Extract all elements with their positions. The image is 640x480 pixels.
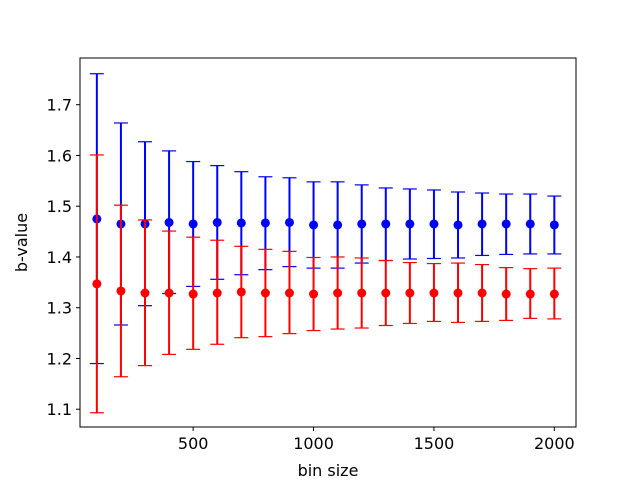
data-point [236,287,246,297]
data-point [284,217,294,227]
data-point [140,288,150,298]
x-axis-label: bin size [298,461,359,480]
y-tick-label: 1.6 [47,146,72,165]
data-point [188,219,198,229]
data-point [333,220,343,230]
data-point [357,288,367,298]
x-tick-label: 2000 [534,434,575,453]
data-point [164,217,174,227]
data-point [333,288,343,298]
data-point [381,219,391,229]
data-point [284,288,294,298]
series-1 [89,73,562,365]
data-point [525,219,535,229]
data-point [92,279,102,289]
data-point [260,218,270,228]
y-tick-label: 1.4 [47,248,72,267]
data-point [453,288,463,298]
series-2 [89,154,562,414]
data-point [477,288,487,298]
x-tick-label: 1500 [414,434,455,453]
data-point [453,220,463,230]
y-axis-ticks: 1.1 1.2 1.3 1.4 1.5 1.6 1.7 [47,96,80,419]
y-tick-label: 1.7 [47,96,72,115]
data-point [549,289,559,299]
x-tick-label: 500 [178,434,209,453]
data-point [525,289,535,299]
axes-frame [79,57,577,428]
data-point [501,289,511,299]
data-point [309,220,319,230]
data-point [429,219,439,229]
data-point [236,218,246,228]
plot-area: 500 1000 1500 2000 1.1 1.2 1.3 1.4 1.5 1.6 1.7 [47,57,577,453]
data-point [549,220,559,230]
data-point [116,286,126,296]
data-point [405,219,415,229]
data-point [477,219,487,229]
data-point [260,288,270,298]
data-point [357,219,367,229]
data-point [309,289,319,299]
x-tick-label: 1000 [293,434,334,453]
data-point [164,288,174,298]
data-point [188,289,198,299]
y-tick-label: 1.5 [47,197,72,216]
y-tick-label: 1.1 [47,400,72,419]
data-point [212,217,222,227]
data-point [381,288,391,298]
data-point [429,288,439,298]
data-point [212,288,222,298]
data-series [89,73,562,414]
y-tick-label: 1.2 [47,349,72,368]
y-tick-label: 1.3 [47,299,72,318]
data-point [405,288,415,298]
y-axis-label: b-value [12,213,31,272]
x-axis-ticks: 500 1000 1500 2000 [178,427,575,453]
data-point [501,219,511,229]
